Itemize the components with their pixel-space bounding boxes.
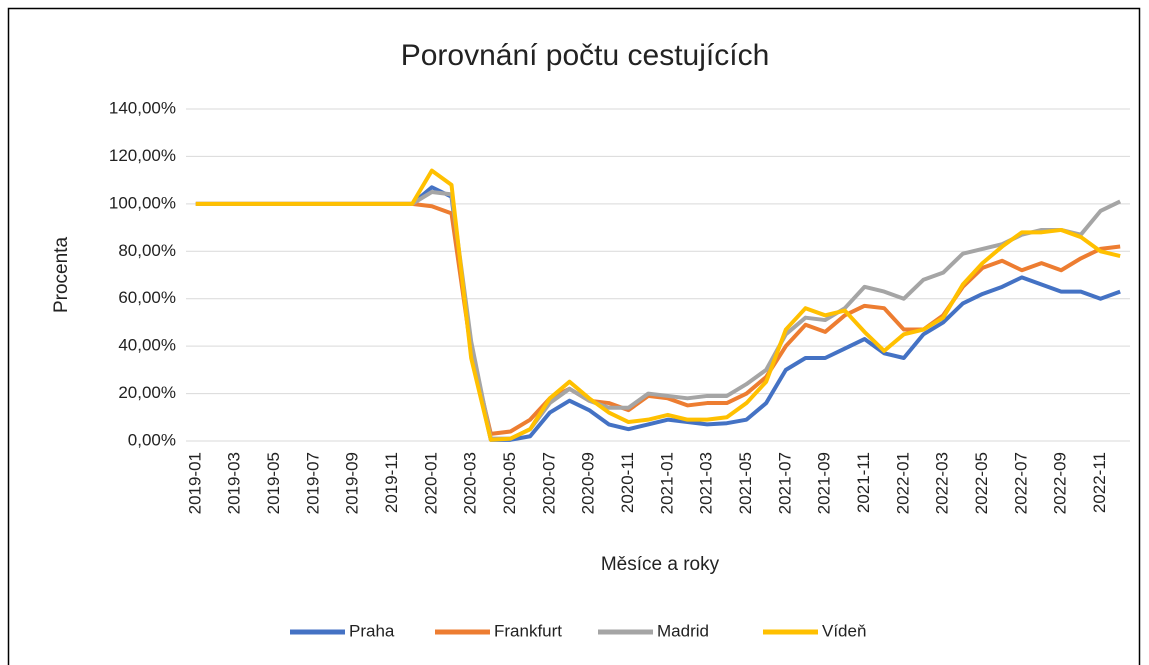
y-tick-label: 0,00% (128, 430, 176, 449)
y-tick-label: 20,00% (118, 383, 176, 402)
x-tick-label: 2020-03 (461, 452, 480, 514)
x-tick-label: 2019-01 (185, 452, 204, 514)
y-axis-label: Procenta (51, 237, 72, 313)
x-tick-label: 2022-01 (893, 452, 912, 514)
y-tick-label: 140,00% (109, 98, 176, 117)
x-tick-label: 2022-05 (972, 452, 991, 514)
y-tick-label: 80,00% (118, 241, 176, 260)
x-tick-label: 2020-05 (500, 452, 519, 514)
y-tick-label: 60,00% (118, 288, 176, 307)
x-tick-label: 2021-03 (697, 452, 716, 514)
y-tick-label: 120,00% (109, 146, 176, 165)
x-tick-label: 2021-09 (815, 452, 834, 514)
x-tick-label: 2021-05 (736, 452, 755, 514)
x-tick-label: 2019-03 (225, 452, 244, 514)
x-tick-label: 2020-01 (421, 452, 440, 514)
x-tick-label: 2019-05 (264, 452, 283, 514)
x-tick-label: 2022-03 (933, 452, 952, 514)
x-tick-label: 2022-07 (1011, 452, 1030, 514)
legend-label: Vídeň (822, 621, 866, 640)
x-tick-label: 2020-09 (579, 452, 598, 514)
y-tick-label: 100,00% (109, 193, 176, 212)
x-tick-label: 2022-11 (1090, 452, 1109, 513)
x-tick-label: 2020-07 (539, 452, 558, 514)
x-tick-label: 2019-09 (343, 452, 362, 514)
chart-title: Porovnání počtu cestujících (401, 39, 770, 72)
x-tick-label: 2021-01 (657, 452, 676, 514)
legend-label: Praha (349, 621, 395, 640)
series-line (195, 168, 1121, 442)
legend-label: Madrid (657, 621, 709, 640)
x-tick-label: 2020-11 (618, 452, 637, 513)
x-tick-label: 2022-09 (1051, 452, 1070, 514)
legend-label: Frankfurt (494, 621, 562, 640)
chart-frame (7, 7, 1141, 665)
x-tick-label: 2021-11 (854, 452, 873, 513)
x-tick-label: 2019-11 (382, 452, 401, 513)
x-tick-label: 2019-07 (303, 452, 322, 514)
x-axis-label: Měsíce a roky (601, 554, 720, 575)
y-tick-label: 40,00% (118, 336, 176, 355)
x-tick-label: 2021-07 (775, 452, 794, 514)
